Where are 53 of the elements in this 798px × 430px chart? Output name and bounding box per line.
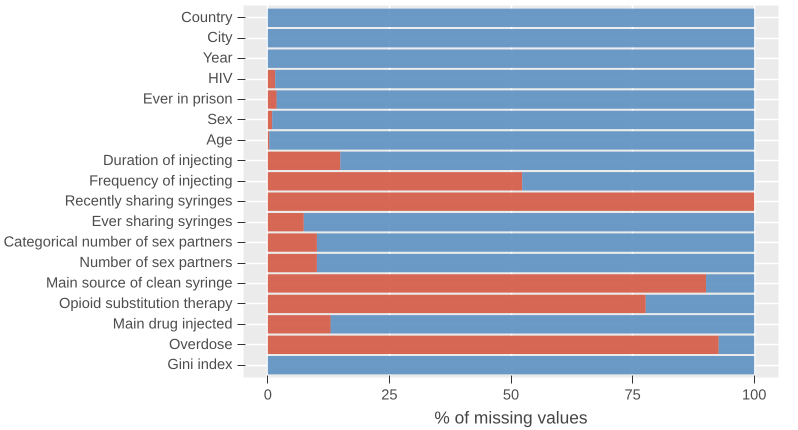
y-tick-label: Sex xyxy=(207,112,234,128)
bar xyxy=(268,70,276,88)
bar xyxy=(268,90,277,109)
x-tick-label: 0 xyxy=(264,388,272,404)
y-tick-label: Gini index xyxy=(167,357,234,374)
bar xyxy=(268,254,317,272)
bar xyxy=(272,110,754,130)
y-tick-label: Main source of clean syringe xyxy=(46,275,233,292)
bar xyxy=(646,294,754,314)
bar xyxy=(316,254,754,272)
bar xyxy=(330,315,754,334)
bar xyxy=(340,152,754,170)
y-tick-label: Year xyxy=(202,50,233,67)
bar xyxy=(268,152,340,170)
bar xyxy=(268,233,317,252)
x-axis-title: % of missing values xyxy=(434,408,588,428)
y-tick-label: Duration of injecting xyxy=(102,152,233,169)
y-tick-label: Number of sex partners xyxy=(79,255,232,272)
bar xyxy=(718,336,754,354)
y-tick-label: Ever sharing syringes xyxy=(92,214,233,230)
bar xyxy=(269,131,754,150)
bar xyxy=(304,212,754,232)
y-tick-label: Main drug injected xyxy=(112,316,233,332)
y-tick-label: Frequency of injecting xyxy=(89,173,233,190)
y-tick-label: Categorical number of sex partners xyxy=(4,234,233,251)
bar xyxy=(268,212,304,232)
bar xyxy=(268,172,522,190)
y-tick-label: HIV xyxy=(208,71,233,88)
x-tick-label: 25 xyxy=(381,388,398,404)
x-tick-label: 75 xyxy=(624,388,641,404)
x-tick-label: 50 xyxy=(502,388,520,404)
bar xyxy=(522,172,754,190)
bar xyxy=(268,315,331,334)
bar xyxy=(268,336,719,354)
bar xyxy=(268,356,754,374)
bar xyxy=(706,274,754,293)
y-tick-label: City xyxy=(207,30,234,46)
bar xyxy=(275,70,754,88)
y-tick-label: Ever in prison xyxy=(142,92,233,108)
bar xyxy=(316,233,754,252)
y-tick-label: Country xyxy=(181,10,234,26)
y-tick-label: Age xyxy=(206,132,232,148)
bar xyxy=(268,192,754,211)
bar xyxy=(276,90,754,109)
bar xyxy=(268,29,754,48)
bar xyxy=(268,294,646,314)
y-tick-label: Opioid substitution therapy xyxy=(58,296,234,312)
x-tick-label: 100 xyxy=(742,388,766,404)
y-tick-label: Overdose xyxy=(168,336,233,353)
bar xyxy=(268,274,706,293)
bar xyxy=(268,49,754,68)
bar xyxy=(268,8,754,27)
y-tick-label: Recently sharing syringes xyxy=(64,194,233,210)
